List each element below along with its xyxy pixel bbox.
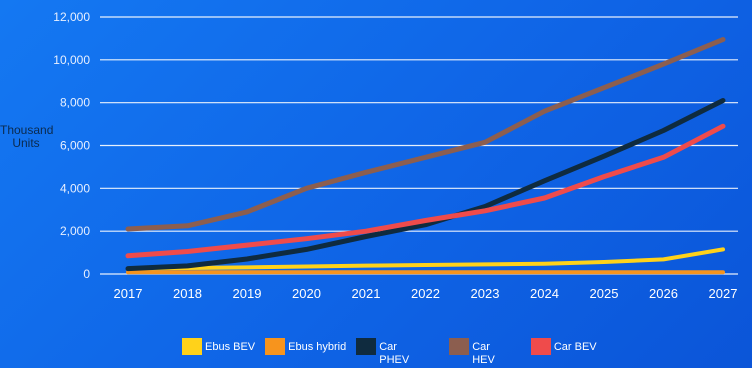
series-line bbox=[125, 123, 726, 259]
x-tick-label: 2019 bbox=[233, 286, 262, 301]
legend: Ebus BEV Ebus hybrid Car PHEV Car HEV Car BEV bbox=[182, 338, 597, 367]
x-tick-label: 2025 bbox=[590, 286, 619, 301]
y-tick-label: 8,000 bbox=[60, 96, 90, 110]
legend-label: Car PHEV bbox=[379, 341, 410, 366]
legend-item: Ebus BEV bbox=[182, 338, 255, 355]
x-tick-label: 2017 bbox=[114, 286, 143, 301]
x-tick-label: 2018 bbox=[173, 286, 202, 301]
x-tick-label: 2027 bbox=[709, 286, 738, 301]
legend-label: Ebus BEV bbox=[205, 341, 256, 353]
x-tick-label: 2022 bbox=[411, 286, 440, 301]
y-tick-label: 2,000 bbox=[60, 224, 90, 238]
series-line bbox=[126, 247, 725, 271]
legend-swatch bbox=[530, 338, 551, 355]
legend-label: Car HEV bbox=[472, 341, 495, 366]
x-tick-label: 2024 bbox=[530, 286, 559, 301]
legend-item: Ebus hybrid bbox=[265, 338, 346, 355]
legend-label: Car BEV bbox=[553, 341, 597, 353]
x-tick-label: 2023 bbox=[471, 286, 500, 301]
y-tick-label: 10,000 bbox=[53, 53, 90, 67]
y-tick-label: 0 bbox=[83, 267, 90, 281]
legend-swatch bbox=[182, 338, 202, 355]
legend-swatch bbox=[265, 338, 286, 355]
x-tick-label: 2026 bbox=[649, 286, 678, 301]
x-tick-label: 2020 bbox=[292, 286, 321, 301]
series-line bbox=[125, 37, 726, 232]
legend-swatch bbox=[449, 338, 470, 355]
y-tick-label: 4,000 bbox=[60, 181, 90, 195]
legend-label: Ebus hybrid bbox=[288, 341, 347, 353]
y-tick-label: 12,000 bbox=[53, 10, 90, 24]
y-tick-label: 6,000 bbox=[60, 139, 90, 153]
legend-item: Car BEV bbox=[530, 338, 597, 355]
legend-swatch bbox=[356, 338, 377, 355]
legend-item: Car HEV bbox=[449, 338, 495, 367]
legend-item: Car PHEV bbox=[356, 338, 409, 367]
x-tick-label: 2021 bbox=[352, 286, 381, 301]
series-line bbox=[125, 98, 726, 272]
y-axis-title: Thousand Units bbox=[0, 123, 54, 150]
